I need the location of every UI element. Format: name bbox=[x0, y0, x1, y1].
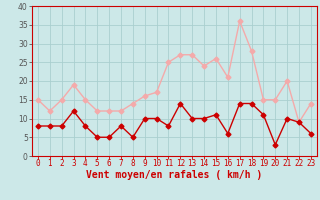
X-axis label: Vent moyen/en rafales ( km/h ): Vent moyen/en rafales ( km/h ) bbox=[86, 170, 262, 180]
